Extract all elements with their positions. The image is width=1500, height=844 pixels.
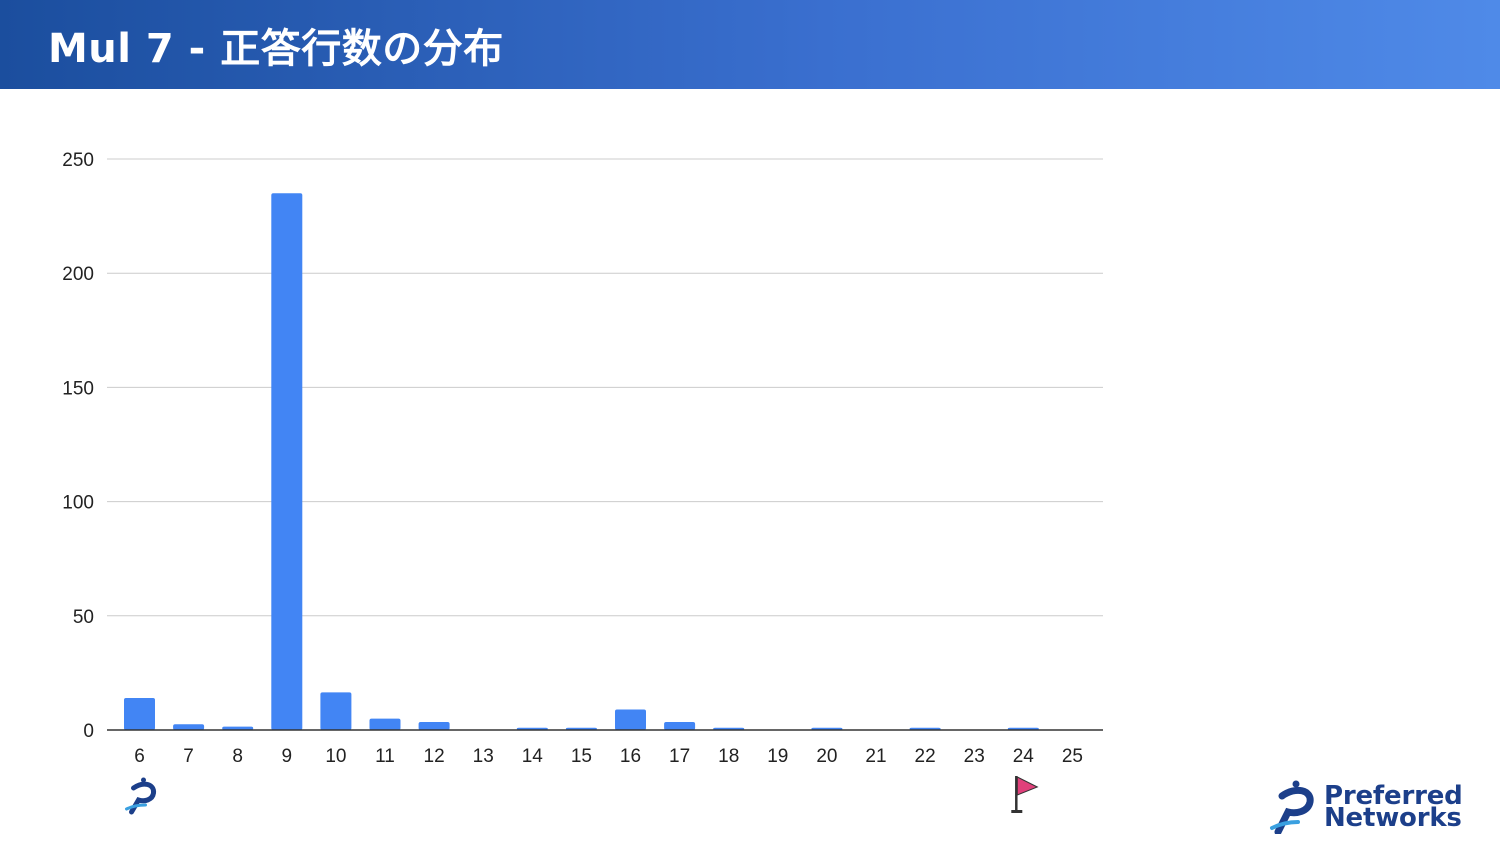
bar-6: [124, 698, 155, 730]
x-tick-label-17: 17: [669, 746, 690, 767]
x-tick-label-14: 14: [522, 746, 544, 767]
y-tick-label-0: 0: [83, 721, 94, 742]
bar-11: [369, 718, 401, 730]
x-tick-label-13: 13: [473, 746, 494, 767]
x-tick-label-21: 21: [865, 746, 886, 767]
y-tick-label-150: 150: [62, 378, 94, 399]
bar-9: [271, 193, 303, 730]
y-tick-label-200: 200: [62, 264, 94, 285]
x-tick-label-19: 19: [767, 746, 788, 767]
x-tick-label-11: 11: [375, 746, 395, 767]
bar-7: [173, 724, 205, 730]
bar-16: [615, 709, 646, 730]
bar-10: [320, 692, 352, 730]
pfn-logo-mark-icon: [1270, 780, 1314, 834]
y-tick-label-100: 100: [62, 493, 94, 514]
x-tick-label-20: 20: [816, 746, 837, 767]
x-tick-label-25: 25: [1062, 746, 1083, 767]
x-tick-label-12: 12: [424, 746, 445, 767]
x-tick-label-7: 7: [183, 746, 194, 767]
x-tick-label-23: 23: [964, 746, 985, 767]
y-tick-label-50: 50: [73, 607, 94, 628]
logo-text-line2: Networks: [1324, 803, 1462, 833]
logo-text-line1: Preferred: [1324, 781, 1463, 811]
y-tick-label-250: 250: [62, 150, 94, 171]
x-tick-label-24: 24: [1013, 746, 1035, 767]
preferred-networks-logo: Preferred Networks: [1268, 778, 1483, 834]
x-tick-label-9: 9: [282, 746, 293, 767]
x-tick-label-10: 10: [325, 746, 346, 767]
page-title: Mul 7 - 正答行数の分布: [48, 26, 504, 72]
goal-flag-icon: [1011, 776, 1039, 813]
bar-12: [418, 722, 450, 730]
bar-17: [664, 722, 696, 730]
x-tick-label-15: 15: [571, 746, 592, 767]
bar-8: [222, 726, 254, 730]
x-tick-label-18: 18: [718, 746, 739, 767]
title-bar: Mul 7 - 正答行数の分布: [0, 0, 1500, 89]
x-tick-label-8: 8: [232, 746, 243, 767]
x-tick-label-6: 6: [134, 746, 145, 767]
x-tick-label-16: 16: [620, 746, 641, 767]
pfn-mark-icon: [125, 777, 156, 815]
x-tick-label-22: 22: [915, 746, 936, 767]
